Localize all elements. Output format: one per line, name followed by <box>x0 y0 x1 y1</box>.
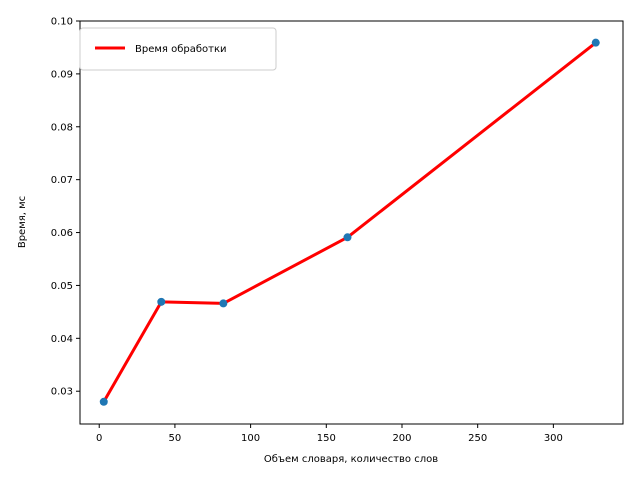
y-tick-label: 0.03 <box>51 387 73 398</box>
y-tick-label: 0.06 <box>51 228 73 239</box>
data-point <box>343 233 352 242</box>
y-tick-label: 0.10 <box>51 17 73 28</box>
y-tick-label: 0.04 <box>51 334 73 345</box>
series-layer <box>99 38 600 406</box>
plot-frame <box>79 20 624 425</box>
data-point <box>99 397 108 406</box>
y-tick-label: 0.09 <box>51 69 73 80</box>
x-tick-label: 250 <box>468 433 487 444</box>
legend-box <box>79 27 277 71</box>
y-ticks: 0.03 0.04 0.05 0.06 0.07 0.08 0.09 0.10 <box>51 17 80 398</box>
legend: Время обработки <box>79 27 277 71</box>
data-point <box>157 297 166 306</box>
x-tick-label: 50 <box>169 433 182 444</box>
y-axis-label: Время, мс <box>17 196 28 248</box>
x-tick-label: 200 <box>392 433 411 444</box>
data-point <box>219 299 228 308</box>
y-tick-label: 0.05 <box>51 281 73 292</box>
y-tick-label: 0.08 <box>51 122 73 133</box>
x-tick-label: 0 <box>96 433 102 444</box>
x-tick-label: 150 <box>317 433 336 444</box>
x-tick-label: 100 <box>241 433 260 444</box>
data-point <box>591 38 600 47</box>
x-tick-label: 300 <box>544 433 563 444</box>
legend-label: Время обработки <box>135 44 227 55</box>
y-tick-label: 0.07 <box>51 175 73 186</box>
x-ticks: 0 50 100 150 200 250 300 <box>96 424 563 444</box>
x-axis-label: Объем словаря, количество слов <box>264 454 438 465</box>
